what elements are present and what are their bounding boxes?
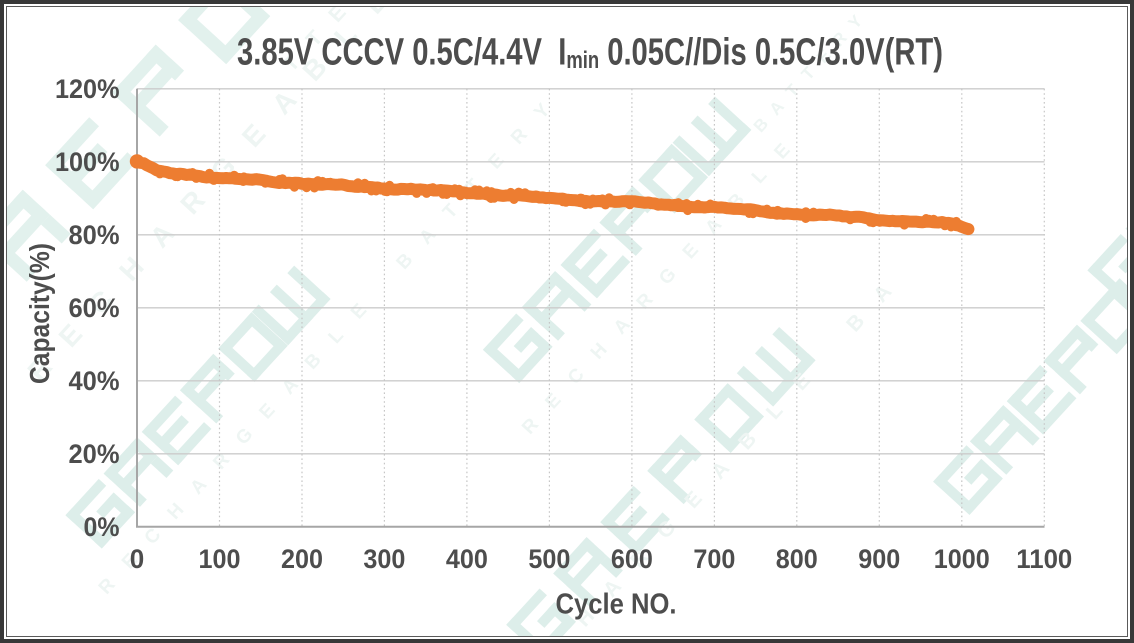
svg-text:0%: 0%	[84, 512, 120, 542]
svg-text:600: 600	[611, 544, 653, 574]
svg-text:1100: 1100	[1016, 544, 1072, 574]
svg-text:60%: 60%	[69, 293, 120, 323]
svg-text:100: 100	[199, 544, 241, 574]
svg-text:900: 900	[858, 544, 900, 574]
svg-text:40%: 40%	[69, 366, 120, 396]
svg-text:500: 500	[528, 544, 570, 574]
svg-text:20%: 20%	[69, 439, 120, 469]
svg-text:200: 200	[281, 544, 323, 574]
svg-text:80%: 80%	[69, 220, 120, 250]
svg-text:0: 0	[130, 544, 145, 574]
svg-text:120%: 120%	[55, 74, 120, 104]
svg-text:3.85V CCCV 0.5C/4.4V Imin 0.0: 3.85V CCCV 0.5C/4.4V Imin 0.05C//Dis 0.5…	[237, 32, 943, 75]
svg-text:Capacity(%): Capacity(%)	[24, 243, 55, 384]
svg-text:400: 400	[446, 544, 488, 574]
svg-text:700: 700	[693, 544, 735, 574]
svg-text:100%: 100%	[55, 147, 120, 177]
svg-text:800: 800	[776, 544, 818, 574]
svg-text:Cycle NO.: Cycle NO.	[556, 589, 677, 621]
svg-text:300: 300	[363, 544, 405, 574]
svg-text:1000: 1000	[934, 544, 990, 574]
